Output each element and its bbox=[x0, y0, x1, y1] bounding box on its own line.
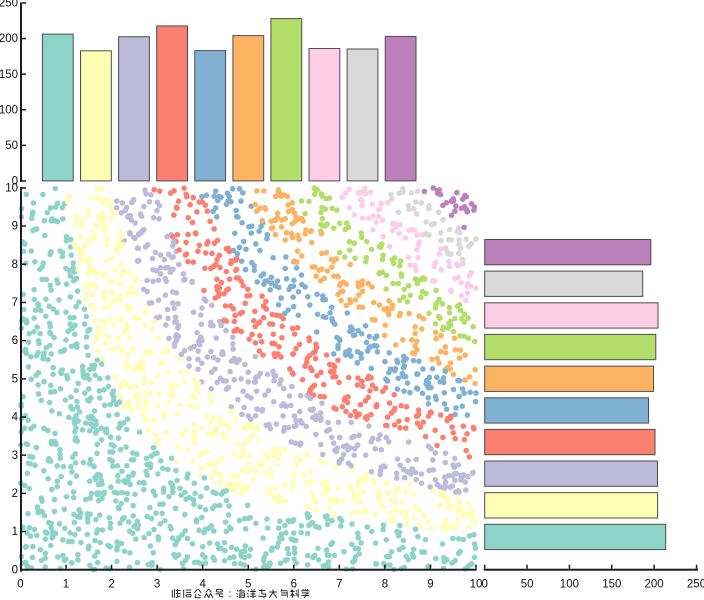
svg-text:9: 9 bbox=[427, 579, 433, 591]
svg-text:150: 150 bbox=[0, 69, 18, 81]
svg-text:2: 2 bbox=[12, 488, 18, 500]
svg-text:200: 200 bbox=[645, 579, 664, 591]
svg-text:2: 2 bbox=[108, 579, 114, 591]
svg-text:3: 3 bbox=[154, 579, 160, 591]
svg-text:0: 0 bbox=[12, 564, 18, 576]
svg-text:250: 250 bbox=[687, 579, 704, 591]
svg-text:50: 50 bbox=[521, 579, 534, 591]
svg-text:1: 1 bbox=[63, 579, 69, 591]
svg-text:0: 0 bbox=[17, 579, 23, 591]
svg-text:3: 3 bbox=[12, 450, 18, 462]
svg-text:150: 150 bbox=[602, 579, 621, 591]
svg-text:7: 7 bbox=[12, 297, 18, 309]
svg-text:8: 8 bbox=[382, 579, 388, 591]
svg-text:50: 50 bbox=[5, 140, 18, 152]
svg-text:4: 4 bbox=[199, 579, 206, 591]
svg-text:8: 8 bbox=[12, 259, 18, 271]
svg-text:200: 200 bbox=[0, 33, 18, 45]
svg-text:250: 250 bbox=[0, 0, 18, 10]
svg-text:100: 100 bbox=[0, 104, 18, 116]
svg-text:100: 100 bbox=[560, 579, 579, 591]
svg-text:10: 10 bbox=[5, 183, 18, 195]
svg-text:0: 0 bbox=[481, 579, 487, 591]
svg-text:6: 6 bbox=[291, 579, 297, 591]
svg-text:9: 9 bbox=[12, 221, 18, 233]
svg-text:5: 5 bbox=[245, 579, 251, 591]
svg-text:4: 4 bbox=[12, 412, 19, 424]
svg-text:5: 5 bbox=[12, 373, 18, 385]
svg-text:10: 10 bbox=[470, 579, 483, 591]
svg-text:0: 0 bbox=[12, 176, 18, 188]
svg-text:1: 1 bbox=[12, 526, 18, 538]
svg-text:6: 6 bbox=[12, 335, 18, 347]
svg-text:7: 7 bbox=[336, 579, 342, 591]
